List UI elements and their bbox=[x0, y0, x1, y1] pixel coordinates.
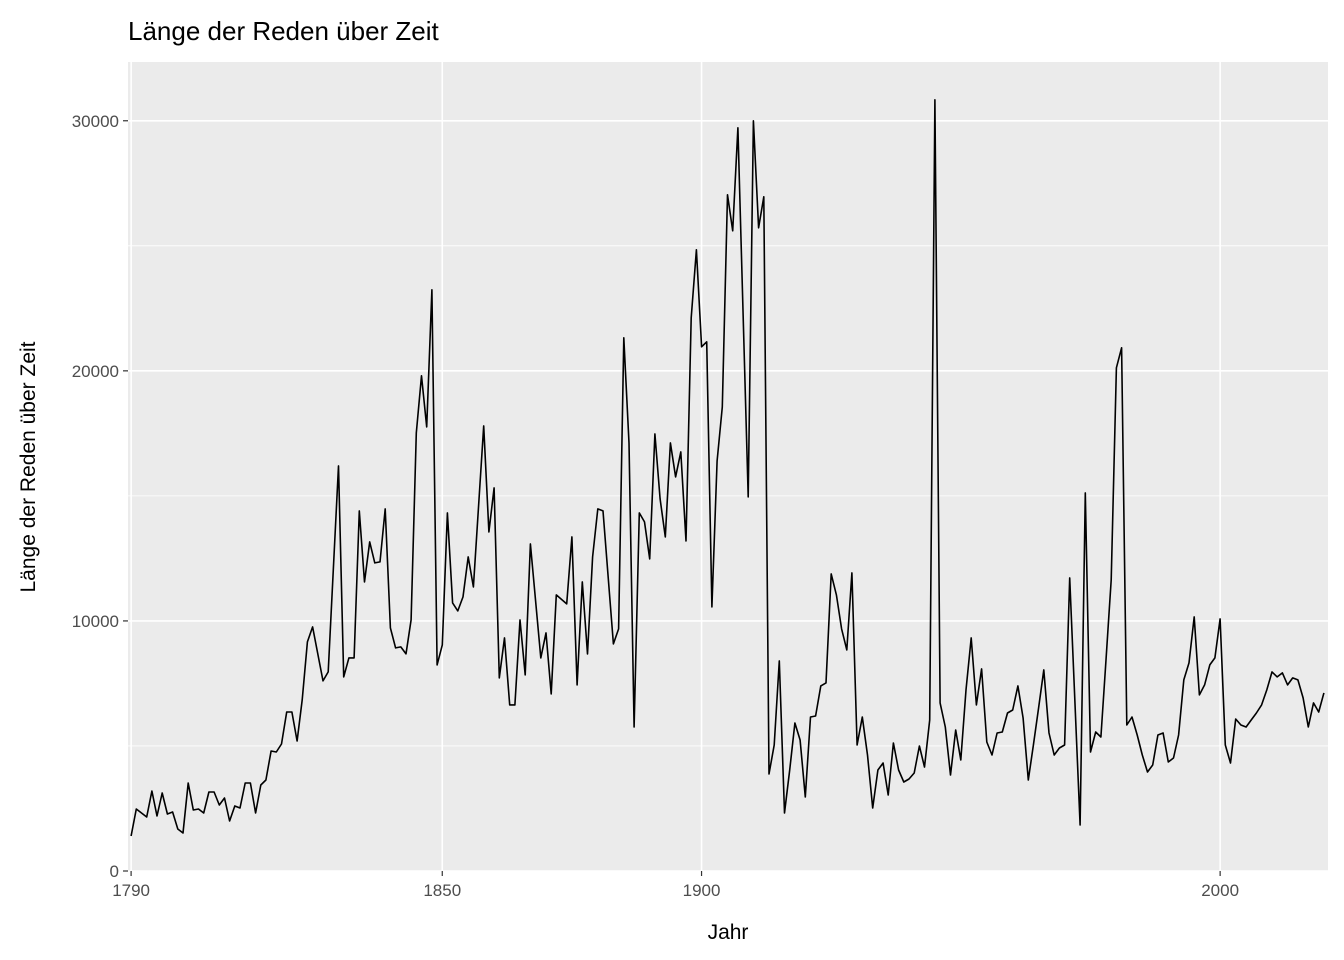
y-tick-label: 10000 bbox=[72, 612, 119, 631]
y-axis-title: Länge der Reden über Zeit bbox=[17, 341, 40, 592]
chart-title: Länge der Reden über Zeit bbox=[128, 16, 440, 46]
y-tick-label: 0 bbox=[110, 862, 119, 881]
x-tick-label: 1790 bbox=[112, 881, 150, 900]
y-tick-label: 30000 bbox=[72, 112, 119, 131]
series-line bbox=[130, 99, 1325, 837]
x-axis-title: Jahr bbox=[708, 921, 749, 944]
y-tick-label: 20000 bbox=[72, 362, 119, 381]
x-tick-label: 1900 bbox=[683, 881, 721, 900]
plot-panel bbox=[128, 62, 1328, 871]
gridlines bbox=[128, 62, 1328, 872]
axis-ticks: 0 10000 20000 30000 1790 1850 1900 2000 bbox=[72, 112, 1239, 900]
x-tick-label: 1850 bbox=[423, 881, 461, 900]
x-tick-label: 2000 bbox=[1201, 881, 1239, 900]
